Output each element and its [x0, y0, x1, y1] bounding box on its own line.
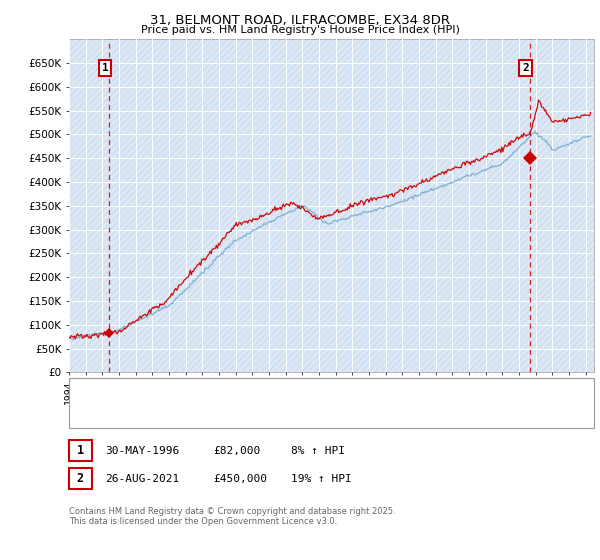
Text: £82,000: £82,000 [213, 446, 260, 456]
Text: 1: 1 [77, 444, 84, 458]
Text: Price paid vs. HM Land Registry's House Price Index (HPI): Price paid vs. HM Land Registry's House … [140, 25, 460, 35]
Text: 1: 1 [102, 63, 109, 73]
Text: ───: ─── [78, 381, 101, 394]
Text: 31, BELMONT ROAD, ILFRACOMBE, EX34 8DR (detached house): 31, BELMONT ROAD, ILFRACOMBE, EX34 8DR (… [114, 382, 445, 393]
Text: 2: 2 [522, 63, 529, 73]
Text: £450,000: £450,000 [213, 474, 267, 484]
Text: 31, BELMONT ROAD, ILFRACOMBE, EX34 8DR: 31, BELMONT ROAD, ILFRACOMBE, EX34 8DR [150, 14, 450, 27]
Text: ───: ─── [78, 409, 101, 422]
Text: Contains HM Land Registry data © Crown copyright and database right 2025.
This d: Contains HM Land Registry data © Crown c… [69, 507, 395, 526]
Text: 19% ↑ HPI: 19% ↑ HPI [291, 474, 352, 484]
Text: HPI: Average price, detached house, North Devon: HPI: Average price, detached house, Nort… [114, 410, 373, 421]
Text: 8% ↑ HPI: 8% ↑ HPI [291, 446, 345, 456]
Text: 30-MAY-1996: 30-MAY-1996 [105, 446, 179, 456]
Text: 2: 2 [77, 472, 84, 486]
Text: 26-AUG-2021: 26-AUG-2021 [105, 474, 179, 484]
